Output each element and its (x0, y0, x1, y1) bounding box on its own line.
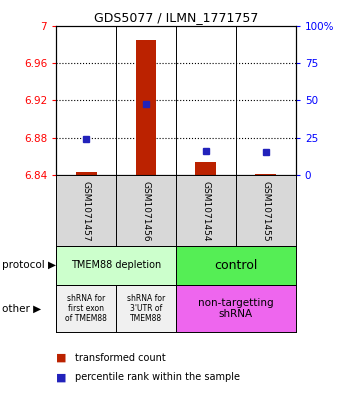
Bar (56, 246, 176, 285)
Bar (195, 162, 216, 175)
Bar (136, 40, 156, 175)
Text: TMEM88 depletion: TMEM88 depletion (71, 260, 161, 270)
Text: non-targetting
shRNA: non-targetting shRNA (198, 298, 274, 319)
Bar (56, 285, 116, 332)
Text: ■: ■ (56, 353, 67, 363)
Text: percentile rank within the sample: percentile rank within the sample (75, 372, 240, 382)
Text: transformed count: transformed count (75, 353, 166, 363)
Bar (75, 172, 97, 175)
Text: GSM1071457: GSM1071457 (82, 180, 90, 241)
Bar (176, 285, 296, 332)
Text: control: control (214, 259, 258, 272)
Text: other ▶: other ▶ (2, 303, 41, 314)
Text: shRNA for
first exon
of TMEM88: shRNA for first exon of TMEM88 (65, 294, 107, 323)
Text: ■: ■ (56, 372, 67, 382)
Bar (176, 246, 296, 285)
Bar (116, 285, 176, 332)
Title: GDS5077 / ILMN_1771757: GDS5077 / ILMN_1771757 (94, 11, 258, 24)
Text: GSM1071455: GSM1071455 (261, 180, 270, 241)
Text: protocol ▶: protocol ▶ (2, 260, 56, 270)
Bar (255, 174, 276, 175)
Text: GSM1071454: GSM1071454 (201, 180, 210, 241)
Text: shRNA for
3'UTR of
TMEM88: shRNA for 3'UTR of TMEM88 (127, 294, 165, 323)
Text: GSM1071456: GSM1071456 (141, 180, 151, 241)
